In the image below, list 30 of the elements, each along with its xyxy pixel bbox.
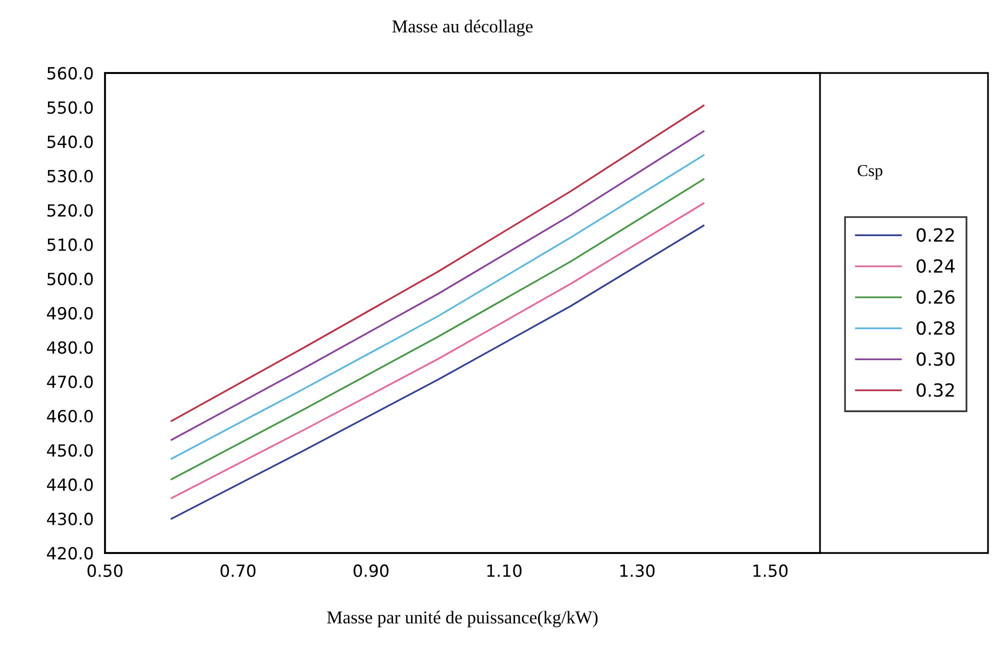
y-tick-label: 500.0 [47,272,93,286]
y-tick-label: 550.0 [47,101,93,114]
x-tick-label: 1.30 [620,564,655,578]
x-tick-label: 0.90 [354,564,388,578]
y-tick-label: 530.0 [47,170,93,182]
y-tick-label: 560.0 [47,66,93,80]
legend-label: 0.22 [916,228,954,242]
y-tick-label: 450.0 [46,444,93,457]
legend-title: Csp [858,164,882,180]
x-tick-label: 0.50 [88,564,122,578]
y-tick-label: 460.0 [46,410,93,422]
legend-label: 0.30 [916,352,954,366]
y-tick-label: 480.0 [46,341,93,354]
legend-label: 0.28 [916,321,954,335]
y-tick-label: 490.0 [46,306,93,320]
y-tick-label: 470.0 [46,376,93,388]
chart-title: Masse au décollage [392,20,533,36]
x-axis-title: Masse par unité de puissance(kg/kW) [327,610,598,628]
legend-label: 0.24 [916,259,955,273]
x-tick-label: 1.50 [753,564,788,578]
y-tick-label: 420.0 [46,546,93,560]
legend-label: 0.26 [916,290,955,304]
x-tick-label: 0.70 [220,564,256,578]
x-tick-label: 1.10 [487,564,522,578]
y-tick-label: 440.0 [46,478,93,491]
y-tick-label: 520.0 [47,204,93,217]
y-tick-label: 430.0 [46,512,93,526]
y-tick-label: 540.0 [47,136,93,148]
y-tick-label: 510.0 [47,238,93,251]
legend-label: 0.32 [916,383,954,397]
